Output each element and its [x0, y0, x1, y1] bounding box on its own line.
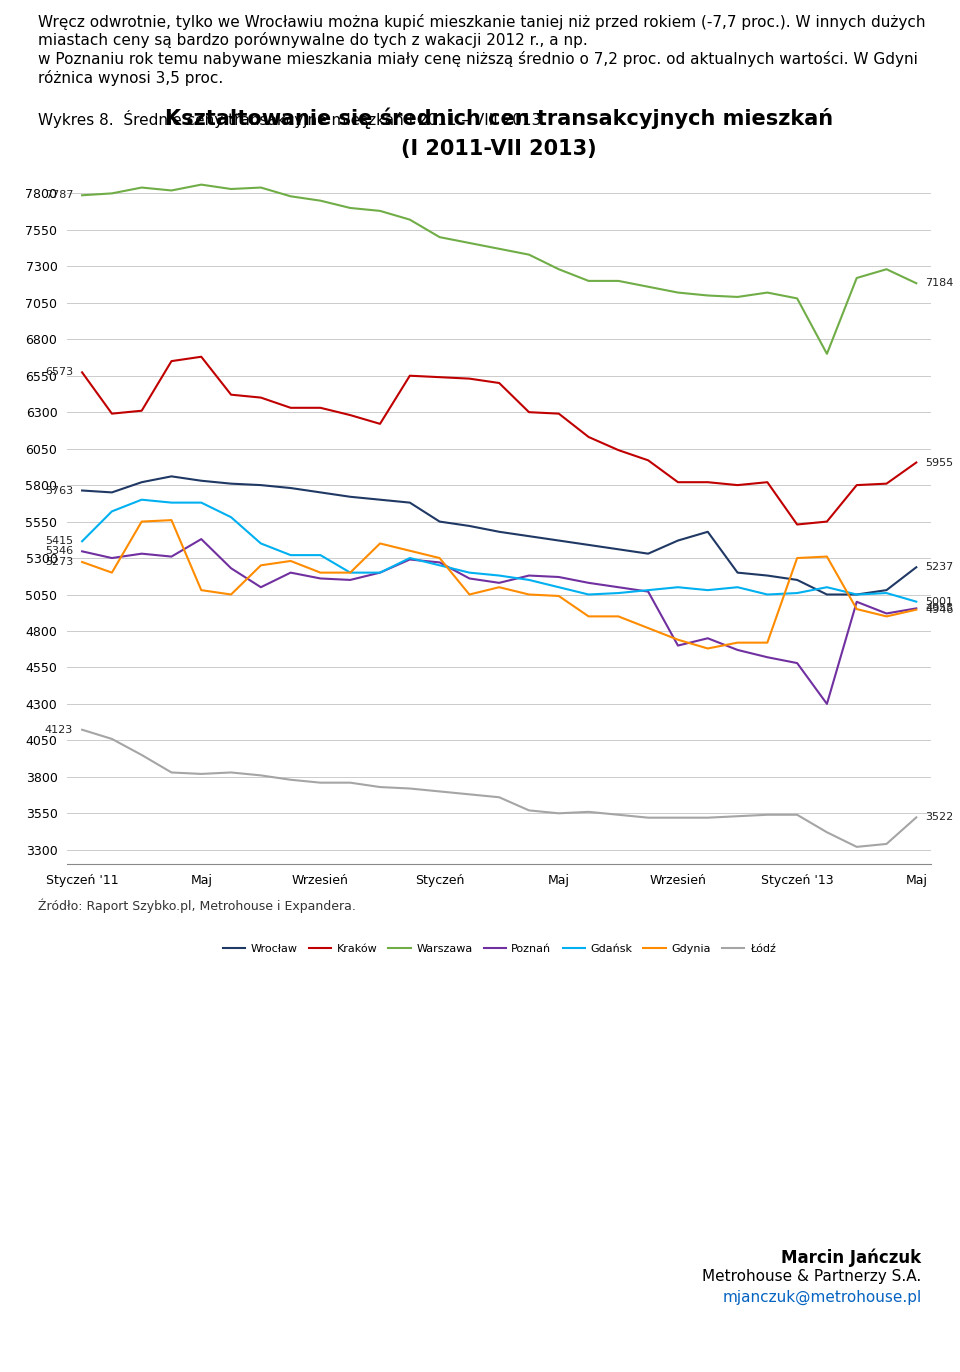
Legend: Wrocław, Kraków, Warszawa, Poznań, Gdańsk, Gdynia, Łódź: Wrocław, Kraków, Warszawa, Poznań, Gdańs…: [219, 940, 780, 958]
Text: Marcin Jańczuk: Marcin Jańczuk: [781, 1249, 922, 1266]
Text: 5346: 5346: [45, 546, 73, 556]
Text: Metrohouse & Partnerzy S.A.: Metrohouse & Partnerzy S.A.: [703, 1269, 922, 1284]
Text: Źródło: Raport Szybko.pl, Metrohouse i Expandera.: Źródło: Raport Szybko.pl, Metrohouse i E…: [38, 899, 356, 914]
Text: mjanczuk@metrohouse.pl: mjanczuk@metrohouse.pl: [722, 1290, 922, 1305]
Text: 5955: 5955: [925, 457, 953, 468]
Title: Kształtowanie się średnich cen transakcyjnych mieszkań
(I 2011-VII 2013): Kształtowanie się średnich cen transakcy…: [165, 108, 833, 159]
Text: 3522: 3522: [925, 812, 953, 822]
Text: 7184: 7184: [925, 279, 953, 288]
Text: 5273: 5273: [45, 557, 73, 567]
Text: 5763: 5763: [45, 486, 73, 495]
Text: 5237: 5237: [925, 563, 953, 572]
Text: 5415: 5415: [45, 536, 73, 546]
Text: 4123: 4123: [45, 724, 73, 735]
Text: 6573: 6573: [45, 368, 73, 377]
Text: 7787: 7787: [45, 191, 73, 200]
Text: Wręcz odwrotnie, tylko we Wrocławiu można kupić mieszkanie taniej niż przed roki: Wręcz odwrotnie, tylko we Wrocławiu możn…: [38, 14, 925, 85]
Text: 4946: 4946: [925, 605, 953, 615]
Text: 4955: 4955: [925, 604, 953, 613]
Text: Wykres 8.  Średnie ceny transakcyjne mieszkań I 2011 – VIII 2013: Wykres 8. Średnie ceny transakcyjne mies…: [38, 110, 541, 128]
Text: 5001: 5001: [925, 597, 953, 606]
